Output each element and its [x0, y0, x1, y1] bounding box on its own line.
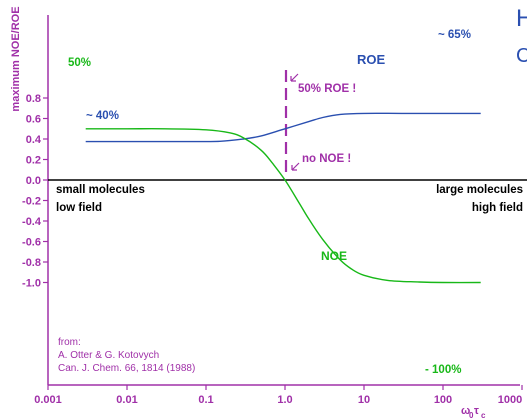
x-tick-label: 100 [434, 394, 452, 406]
y-tick-label: -1.0 [22, 278, 41, 290]
svg-text:τ: τ [474, 405, 479, 417]
roe-end-label: ~ 65% [438, 29, 471, 41]
roe-series-label: ROE [357, 52, 386, 67]
noe-zero-arrow [291, 162, 300, 171]
noe-series-line [85, 128, 481, 284]
x-tick-label: 0.01 [116, 394, 137, 406]
y-axis-label: maximum NOE/ROE [10, 6, 22, 111]
x-ticks: 0.001 0.01 0.1 1.0 10 100 1000 [34, 385, 523, 406]
svg-text:0: 0 [469, 411, 474, 420]
y-tick-label: 0.4 [26, 134, 42, 146]
citation-line2: A. Otter & G. Kotovych [58, 350, 159, 361]
x-tick-label: 0.001 [34, 394, 62, 406]
x-tick-label: 1000 [498, 394, 522, 406]
y-tick-label: 0.6 [26, 114, 41, 126]
left-region-line1: small molecules [56, 184, 145, 196]
roe-start-label: ~ 40% [86, 110, 119, 122]
noe-start-label: 50% [68, 57, 91, 69]
x-axis-label: ω 0 τ c [461, 405, 486, 420]
x-tick-label: 0.1 [198, 394, 213, 406]
noe-zero-label: no NOE ! [302, 153, 351, 165]
y-tick-label: -0.6 [22, 237, 41, 249]
corner-text-1: H [516, 5, 527, 32]
right-region-line2: high field [472, 202, 523, 214]
roe-mid-arrow [290, 73, 299, 82]
y-tick-label: -0.2 [22, 196, 41, 208]
noe-end-label: - 100% [425, 364, 461, 376]
citation-line3: Can. J. Chem. 66, 1814 (1988) [58, 363, 195, 374]
y-tick-label: -0.4 [22, 216, 42, 228]
citation-line1: from: [58, 337, 81, 348]
y-tick-label: 0.8 [26, 93, 41, 105]
y-tick-label: -0.8 [22, 257, 41, 269]
svg-text:c: c [481, 411, 486, 420]
y-ticks: 0.8 0.6 0.4 0.2 0.0 -0.2 -0.4 -0.6 -0.8 -1.0 [22, 93, 48, 290]
right-region-line1: large molecules [436, 184, 523, 196]
svg-text:ω: ω [461, 405, 470, 417]
roe-series-line [85, 112, 481, 143]
x-tick-label: 10 [358, 394, 370, 406]
left-region-line2: low field [56, 202, 102, 214]
y-tick-label: 0.0 [26, 175, 41, 187]
noe-series-label: NOE [321, 249, 347, 263]
x-tick-label: 1.0 [277, 394, 292, 406]
y-tick-label: 0.2 [26, 155, 41, 167]
roe-mid-label: 50% ROE ! [298, 83, 356, 95]
corner-text-2: C [516, 45, 527, 67]
